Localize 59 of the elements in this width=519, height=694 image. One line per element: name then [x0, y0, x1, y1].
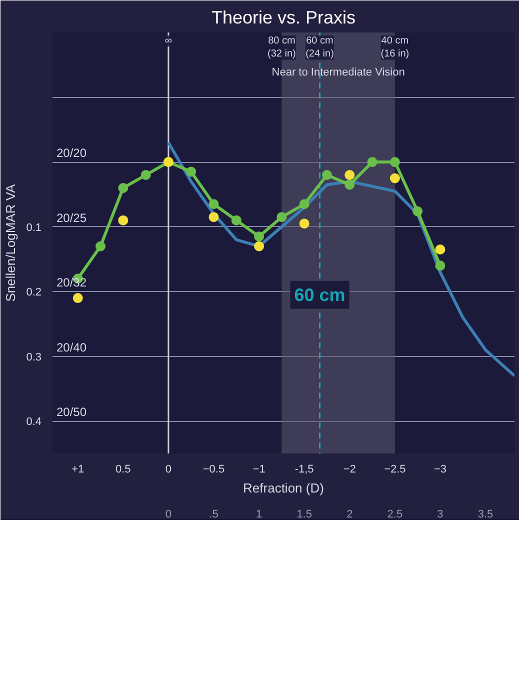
annotation: 80 cm (32 in)	[268, 36, 296, 60]
x-tick-label: -1,5	[294, 464, 314, 476]
chart-title: Theorie vs. Praxis	[211, 8, 356, 28]
ref-line-label: 60 cm	[294, 284, 346, 305]
point	[254, 241, 264, 252]
point	[435, 244, 446, 254]
x2-tick-label: 2.5	[387, 508, 403, 520]
point	[208, 199, 219, 210]
x-tick-label: +1	[72, 464, 84, 476]
point	[299, 199, 310, 210]
x-axis-title: Refraction (D)	[243, 480, 324, 496]
point	[231, 215, 242, 226]
y-tick-label: 0.3	[26, 351, 42, 364]
point	[344, 170, 355, 180]
point	[96, 241, 106, 252]
point	[390, 173, 400, 184]
x-tick-label: 0	[165, 464, 172, 476]
annotation: 20/25	[56, 210, 87, 225]
point	[72, 293, 83, 304]
x-tick-label: −1	[252, 464, 266, 476]
y-tick-label: 0.1	[26, 222, 42, 234]
y-tick-label: 0.2	[26, 286, 42, 299]
point	[390, 157, 400, 168]
point	[254, 232, 264, 242]
y-tick-label: 0.4	[26, 416, 42, 428]
band-label: Near to Intermediate Vision	[272, 66, 405, 78]
x-tick-label: −2.5	[384, 464, 406, 476]
annotation: ∞	[164, 36, 172, 46]
point	[344, 180, 355, 190]
point	[276, 212, 287, 222]
x2-tick-label: 2	[346, 508, 353, 520]
annotation: 20/20	[56, 146, 87, 160]
x2-tick-label: 1.5	[296, 508, 312, 520]
point	[140, 170, 151, 180]
point	[299, 218, 310, 229]
point	[322, 170, 332, 180]
annotation: 60 cm (24 in)	[306, 36, 334, 60]
point	[367, 157, 378, 168]
x-tick-label: −3	[434, 464, 446, 476]
y-axis-title: Snellen/LogMAR VA	[3, 184, 18, 302]
x-tick-label: −2	[343, 464, 356, 476]
x2-tick-label: 1	[256, 508, 262, 520]
annotation: 20/32	[56, 276, 87, 290]
line-series	[166, 141, 514, 378]
x2-tick-label: .5	[209, 508, 218, 520]
annotation: 20/40	[56, 340, 87, 354]
point	[186, 166, 196, 177]
x-tick-label: −0.5	[202, 464, 225, 476]
point	[412, 206, 423, 216]
x2-tick-label: 3.5	[478, 508, 494, 520]
point	[118, 215, 128, 226]
point	[435, 260, 446, 271]
annotation: 40 cm (16 in)	[380, 36, 410, 60]
point	[208, 212, 219, 222]
x-tick-label: 0.5	[116, 464, 131, 476]
point	[118, 182, 128, 193]
x2-tick-label: 3	[437, 508, 444, 520]
x2-tick-label: 0	[165, 508, 172, 520]
annotation: 20/50	[56, 405, 87, 420]
